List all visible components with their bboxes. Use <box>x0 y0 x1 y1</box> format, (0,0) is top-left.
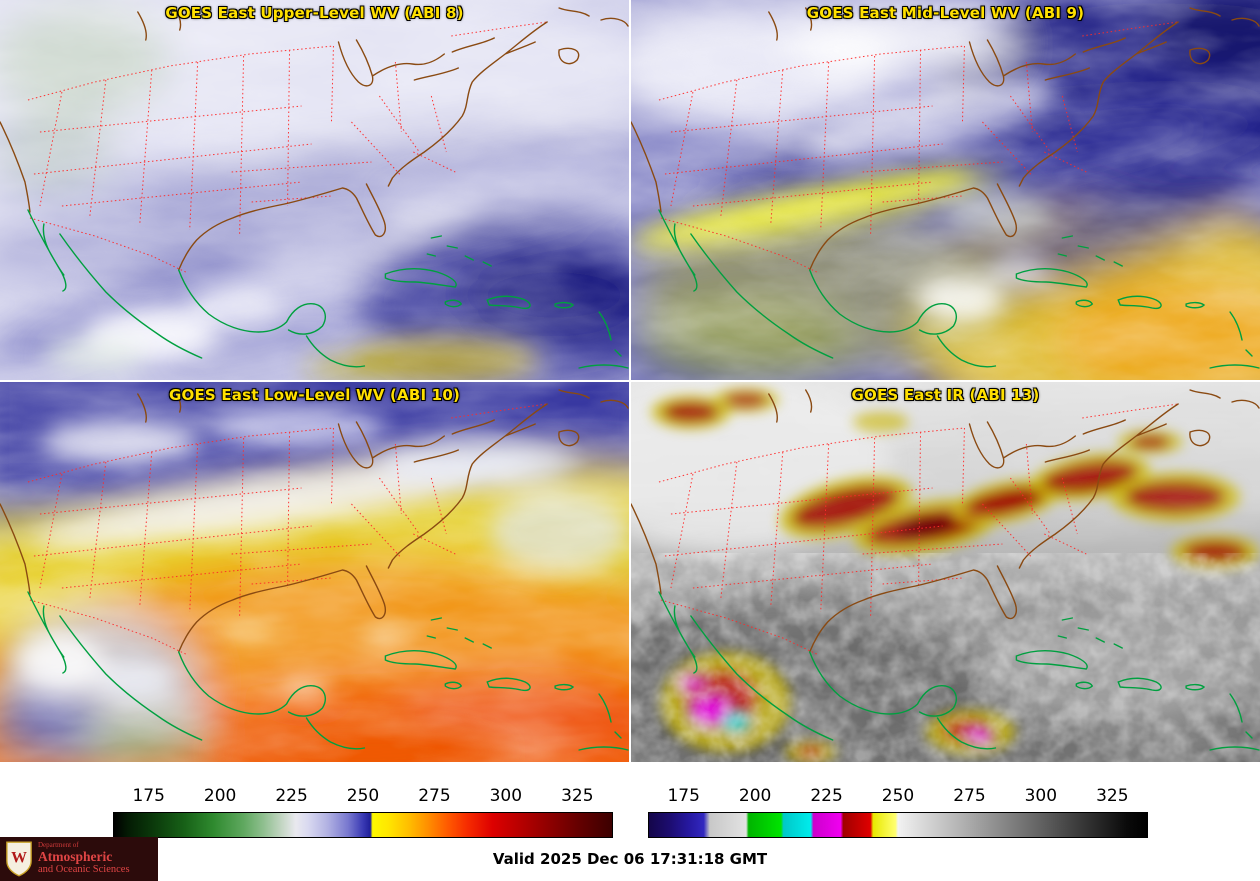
panel-mid-level-wv: GOES East Mid-Level WV (ABI 9) <box>631 0 1260 380</box>
satellite-image-abi13 <box>631 382 1260 762</box>
logo-line-oceanic: and Oceanic Sciences <box>38 864 130 876</box>
panel-upper-level-wv: GOES East Upper-Level WV (ABI 8) <box>0 0 629 380</box>
tick-label: 325 <box>561 786 594 806</box>
satellite-image-abi8 <box>0 0 629 380</box>
tick-label: 275 <box>953 786 986 806</box>
panel-title-abi9: GOES East Mid-Level WV (ABI 9) <box>806 4 1085 22</box>
satellite-image-abi9 <box>631 0 1260 380</box>
panel-title-abi13: GOES East IR (ABI 13) <box>851 386 1040 404</box>
tick-label: 225 <box>275 786 308 806</box>
uw-crest-icon: W <box>6 841 32 877</box>
tick-label: 300 <box>1024 786 1058 806</box>
satellite-image-abi10 <box>0 382 629 762</box>
tick-label: 175 <box>667 786 700 806</box>
ir-colorbar-gradient <box>648 812 1148 838</box>
wv-colorbar-ticks: 175 200 225 250 275 300 325 <box>113 786 613 808</box>
ir-colorbar-ticks: 175 200 225 250 275 300 325 <box>648 786 1148 808</box>
tick-label: 175 <box>132 786 165 806</box>
svg-text:W: W <box>11 850 27 867</box>
logo-dept-line: Department of <box>38 841 79 850</box>
tick-label: 200 <box>203 786 237 806</box>
tick-label: 250 <box>346 786 380 806</box>
aos-logo: W Department of Atmospheric and Oceanic … <box>0 837 158 881</box>
logo-text: Department of Atmospheric and Oceanic Sc… <box>38 841 130 876</box>
tick-label: 225 <box>810 786 843 806</box>
wv-colorbar-gradient <box>113 812 613 838</box>
panel-title-abi8: GOES East Upper-Level WV (ABI 8) <box>165 4 464 22</box>
wv-colorbar: 175 200 225 250 275 300 325 <box>113 786 613 848</box>
ir-colorbar: 175 200 225 250 275 300 325 <box>648 786 1148 848</box>
tick-label: 250 <box>881 786 915 806</box>
panel-low-level-wv: GOES East Low-Level WV (ABI 10) <box>0 382 629 762</box>
tick-label: 275 <box>418 786 451 806</box>
panel-title-abi10: GOES East Low-Level WV (ABI 10) <box>168 386 461 404</box>
panel-ir: GOES East IR (ABI 13) <box>631 382 1260 762</box>
tick-label: 325 <box>1096 786 1129 806</box>
tick-label: 300 <box>489 786 523 806</box>
valid-time: Valid 2025 Dec 06 17:31:18 GMT <box>492 850 768 868</box>
logo-line-atmospheric: Atmospheric <box>38 848 113 864</box>
footer: 175 200 225 250 275 300 325 175 200 225 … <box>0 762 1260 881</box>
panel-grid: GOES East Upper-Level WV (ABI 8) <box>0 0 1260 762</box>
tick-label: 200 <box>738 786 772 806</box>
